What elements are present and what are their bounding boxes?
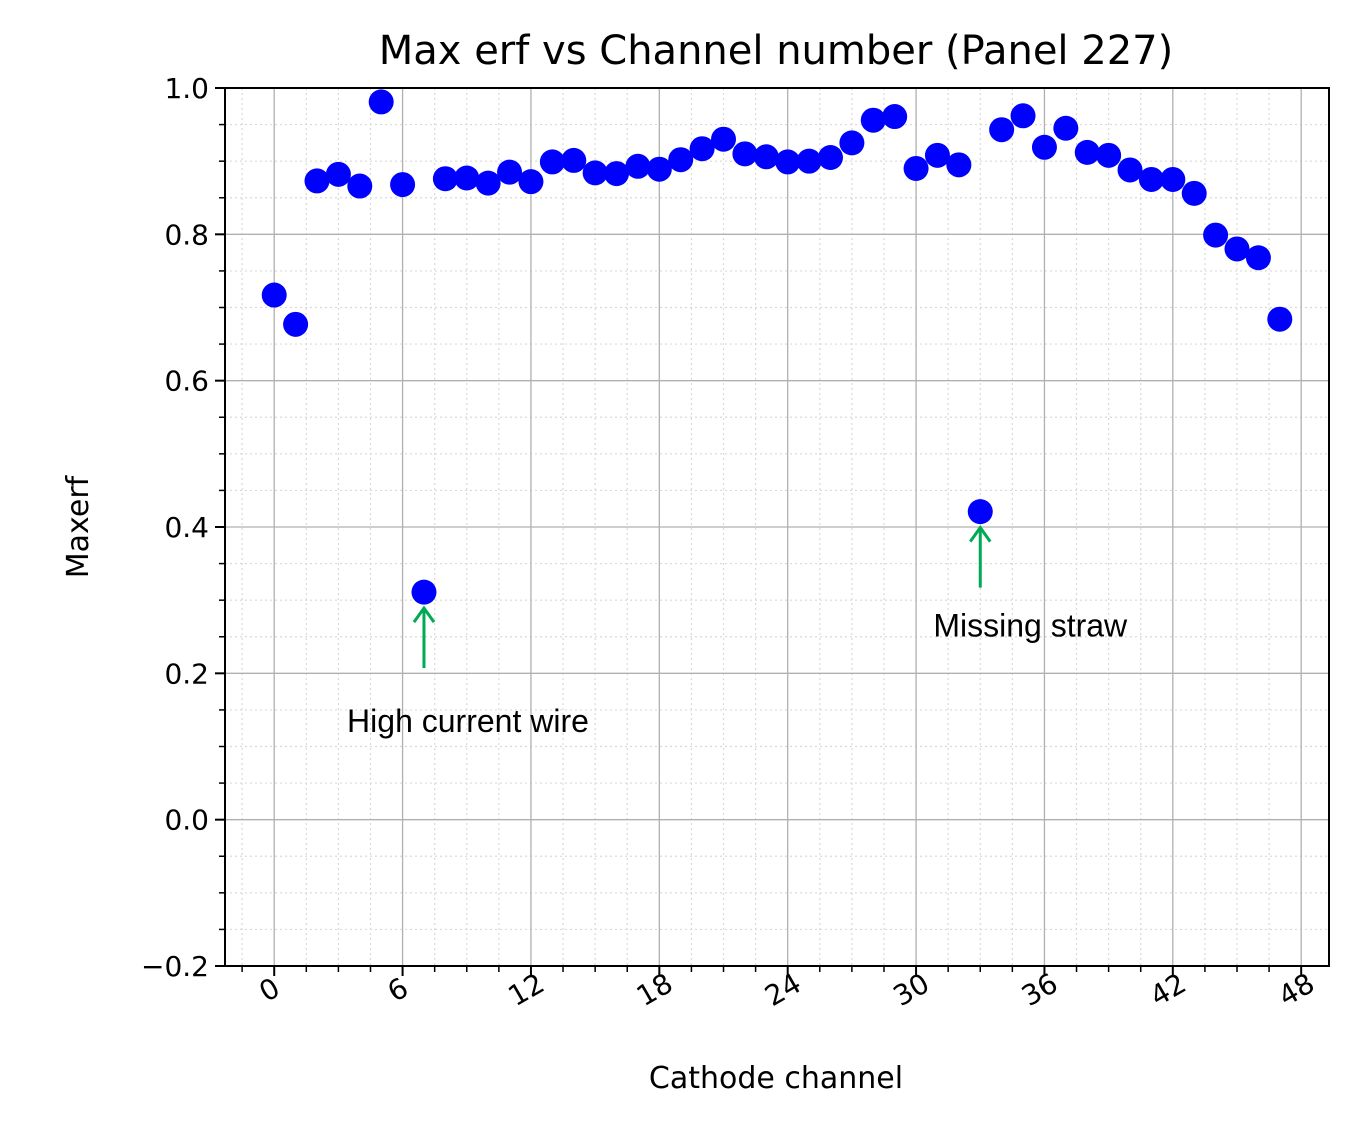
- data-point: [1032, 135, 1057, 160]
- data-point: [326, 162, 351, 187]
- y-tick-label: 0.4: [164, 511, 209, 544]
- y-tick-label: 0.2: [164, 657, 209, 690]
- data-point: [1011, 103, 1036, 128]
- data-point: [904, 156, 929, 181]
- x-axis-label: Cathode channel: [649, 1061, 903, 1096]
- x-tick-label: 0: [253, 971, 285, 1008]
- data-point: [390, 172, 415, 197]
- y-tick-label: 0.6: [164, 365, 209, 398]
- annotation-label: Missing straw: [933, 608, 1128, 644]
- x-tick-label: 12: [503, 967, 550, 1013]
- x-tick-label: 48: [1273, 967, 1320, 1013]
- major-grid: [225, 88, 1329, 966]
- axis-ticks: [215, 88, 1301, 976]
- data-point: [690, 136, 715, 161]
- data-point: [1225, 236, 1250, 261]
- y-tick-label: 0.0: [164, 804, 209, 837]
- data-point: [647, 157, 672, 182]
- data-point: [283, 312, 308, 337]
- data-point: [1075, 140, 1100, 165]
- data-point: [369, 89, 394, 114]
- x-tick-label: 30: [888, 967, 935, 1013]
- data-point: [1053, 116, 1078, 141]
- data-point: [305, 168, 330, 193]
- data-point: [1118, 157, 1143, 182]
- data-point: [433, 166, 458, 191]
- data-point: [668, 147, 693, 172]
- data-point: [861, 108, 886, 133]
- data-point: [454, 165, 479, 190]
- data-point: [1160, 167, 1185, 192]
- y-tick-labels: −0.2 0.0 0.2 0.4 0.6 0.8 1.0: [141, 72, 209, 983]
- data-point: [1203, 223, 1228, 248]
- data-point: [625, 154, 650, 179]
- data-point: [518, 169, 543, 194]
- data-point: [946, 152, 971, 177]
- x-tick-label: 18: [631, 967, 678, 1013]
- annotations: High current wire Missing straw: [347, 528, 1128, 739]
- data-point: [989, 117, 1014, 142]
- x-tick-label: 6: [382, 971, 414, 1008]
- data-point: [732, 141, 757, 166]
- data-point: [882, 104, 907, 129]
- data-point: [818, 145, 843, 170]
- y-tick-label: 1.0: [164, 72, 209, 105]
- data-point: [476, 171, 501, 196]
- data-point: [1267, 307, 1292, 332]
- data-point: [968, 499, 993, 524]
- x-tick-label: 42: [1144, 967, 1191, 1013]
- annotation-label: High current wire: [347, 703, 589, 739]
- data-point: [797, 149, 822, 174]
- y-axis-label: Maxerf: [61, 474, 96, 578]
- data-point: [925, 143, 950, 168]
- data-point: [540, 149, 565, 174]
- data-point: [583, 160, 608, 185]
- data-point: [604, 161, 629, 186]
- data-point: [1139, 167, 1164, 192]
- data-point: [561, 148, 586, 173]
- data-point: [497, 160, 522, 185]
- data-point: [711, 127, 736, 152]
- x-tick-label: 24: [759, 967, 806, 1013]
- y-tick-label: 0.8: [164, 218, 209, 251]
- data-point: [1246, 245, 1271, 270]
- x-tick-label: 36: [1016, 967, 1063, 1013]
- data-point: [262, 283, 287, 308]
- data-point: [754, 144, 779, 169]
- data-point: [411, 580, 436, 605]
- data-point: [775, 149, 800, 174]
- chart-title: Max erf vs Channel number (Panel 227): [379, 28, 1173, 74]
- data-point: [1096, 143, 1121, 168]
- x-tick-labels: 0 6 12 18 24 30 36 42 48: [253, 967, 1320, 1013]
- y-tick-label: −0.2: [141, 950, 209, 983]
- data-point: [1182, 181, 1207, 206]
- data-point: [839, 130, 864, 155]
- data-point: [347, 174, 372, 199]
